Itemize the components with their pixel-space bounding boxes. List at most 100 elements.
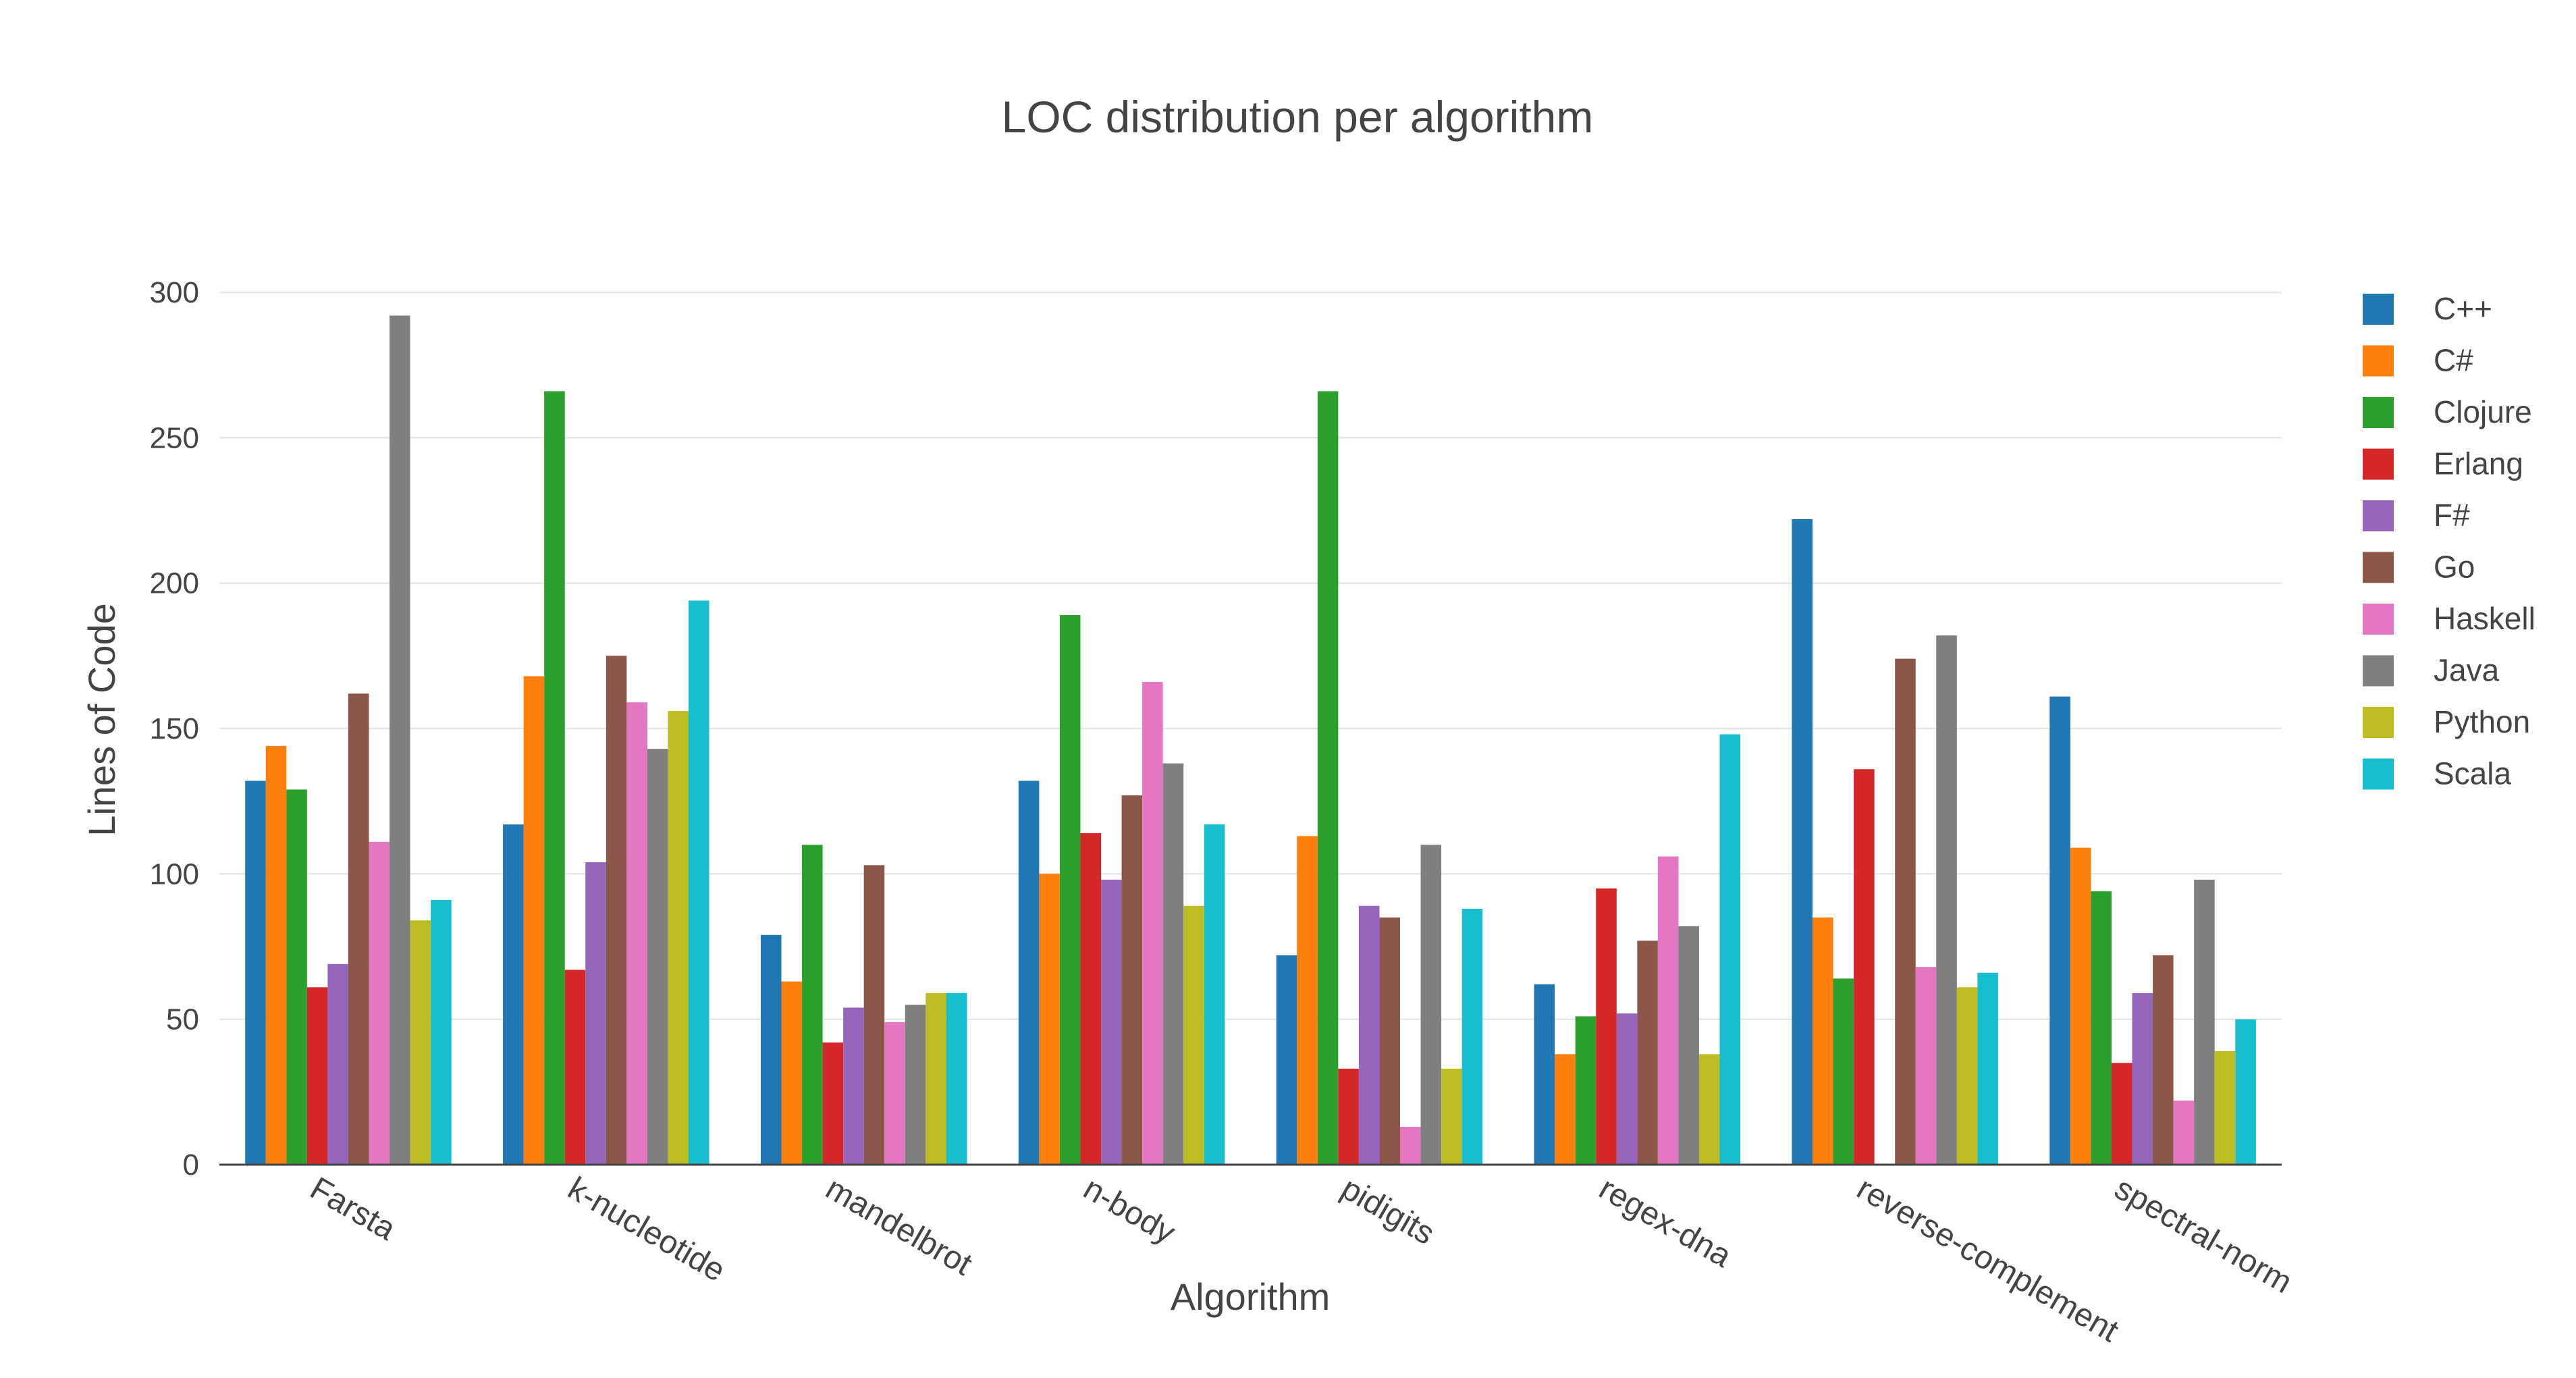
bar[interactable] (410, 920, 431, 1165)
x-tick-label: mandelbrot (820, 1171, 977, 1283)
bar[interactable] (1399, 1127, 1421, 1165)
bar[interactable] (884, 1022, 905, 1165)
bar[interactable] (2070, 847, 2091, 1165)
bar[interactable] (843, 1007, 864, 1165)
bar[interactable] (1379, 917, 1400, 1165)
legend-item[interactable]: Python (2363, 704, 2530, 739)
bar[interactable] (1101, 879, 1122, 1165)
bar[interactable] (327, 963, 348, 1165)
bar[interactable] (585, 862, 606, 1165)
bar[interactable] (946, 992, 967, 1165)
bar[interactable] (503, 824, 524, 1165)
legend[interactable]: C++ C# Clojure Erlang F# Go Haskell Java Python S… (2363, 291, 2535, 791)
bar[interactable] (265, 745, 287, 1165)
legend-label: C++ (2434, 291, 2492, 326)
bar[interactable] (626, 702, 647, 1165)
bar[interactable] (390, 315, 410, 1165)
bar[interactable] (523, 676, 545, 1165)
bar[interactable] (1575, 1016, 1596, 1165)
bar[interactable] (1441, 1068, 1462, 1165)
bar[interactable] (2194, 879, 2215, 1165)
legend-label: Java (2434, 653, 2500, 688)
bar[interactable] (1812, 917, 1833, 1165)
bar[interactable] (1358, 905, 1380, 1165)
bar[interactable] (245, 780, 266, 1165)
bar[interactable] (1698, 1054, 1720, 1165)
bar[interactable] (1059, 615, 1081, 1165)
bar[interactable] (1420, 845, 1442, 1165)
bar[interactable] (1596, 888, 1617, 1165)
bar[interactable] (1183, 905, 1204, 1165)
bar[interactable] (348, 693, 369, 1165)
legend-item[interactable]: Java (2363, 653, 2500, 688)
bar[interactable] (1276, 955, 1297, 1165)
legend-item[interactable]: Scala (2363, 756, 2511, 791)
bar[interactable] (863, 865, 885, 1165)
bar[interactable] (1956, 987, 1978, 1165)
bar[interactable] (1317, 391, 1339, 1165)
bar[interactable] (1616, 1013, 1638, 1165)
bar[interactable] (668, 711, 689, 1165)
bar[interactable] (564, 970, 586, 1165)
bar[interactable] (689, 600, 709, 1165)
bar[interactable] (1637, 940, 1658, 1165)
bar[interactable] (1204, 824, 1225, 1165)
bar[interactable] (1833, 978, 1854, 1165)
legend-item[interactable]: C# (2363, 343, 2473, 378)
bar[interactable] (1792, 519, 1813, 1165)
bar[interactable] (1121, 795, 1143, 1165)
bar[interactable] (2111, 1063, 2132, 1165)
bar[interactable] (760, 934, 782, 1165)
bar[interactable] (2049, 696, 2070, 1165)
bar[interactable] (1936, 635, 1957, 1165)
bar[interactable] (1338, 1068, 1359, 1165)
legend-item[interactable]: Haskell (2363, 601, 2535, 636)
bar[interactable] (1678, 926, 1699, 1165)
bar[interactable] (1534, 984, 1555, 1165)
legend-swatch (2363, 448, 2394, 480)
legend-item[interactable]: Clojure (2363, 394, 2532, 429)
bar[interactable] (1142, 682, 1163, 1165)
bar[interactable] (1895, 658, 1916, 1165)
bar[interactable] (647, 749, 668, 1165)
bar[interactable] (781, 981, 803, 1165)
bar[interactable] (905, 1005, 926, 1165)
bar[interactable] (1657, 856, 1679, 1165)
bar[interactable] (1297, 836, 1318, 1165)
bar[interactable] (2235, 1019, 2256, 1165)
x-tick-label: Farsta (304, 1171, 402, 1248)
bar[interactable] (1039, 874, 1060, 1165)
bar[interactable] (822, 1042, 844, 1165)
y-tick-label: 100 (150, 857, 199, 891)
bar[interactable] (2153, 955, 2174, 1165)
bar[interactable] (1162, 763, 1184, 1165)
bar[interactable] (1915, 967, 1937, 1165)
legend-item[interactable]: F# (2363, 498, 2470, 533)
bar[interactable] (802, 845, 823, 1165)
bar[interactable] (1461, 909, 1483, 1165)
bar[interactable] (1719, 734, 1741, 1165)
bar[interactable] (431, 900, 452, 1165)
bar[interactable] (925, 992, 946, 1165)
y-tick-label: 300 (150, 276, 199, 309)
bar[interactable] (306, 987, 328, 1165)
bar[interactable] (1854, 769, 1875, 1165)
bar[interactable] (606, 656, 627, 1165)
bar[interactable] (1977, 972, 1998, 1165)
bar[interactable] (286, 789, 307, 1165)
series-clojure (286, 391, 2112, 1165)
bar[interactable] (1080, 833, 1102, 1165)
bar[interactable] (2132, 992, 2153, 1165)
bar[interactable] (2214, 1051, 2236, 1165)
bar[interactable] (1555, 1054, 1576, 1165)
legend-item[interactable]: C++ (2363, 291, 2492, 326)
bar[interactable] (1018, 780, 1040, 1165)
bar[interactable] (2173, 1101, 2195, 1165)
bar[interactable] (544, 391, 565, 1165)
legend-item[interactable]: Go (2363, 550, 2475, 585)
legend-swatch (2363, 758, 2394, 790)
legend-item[interactable]: Erlang (2363, 446, 2523, 481)
bar[interactable] (369, 841, 390, 1165)
bar[interactable] (2091, 891, 2112, 1165)
series-c- (245, 519, 2070, 1165)
